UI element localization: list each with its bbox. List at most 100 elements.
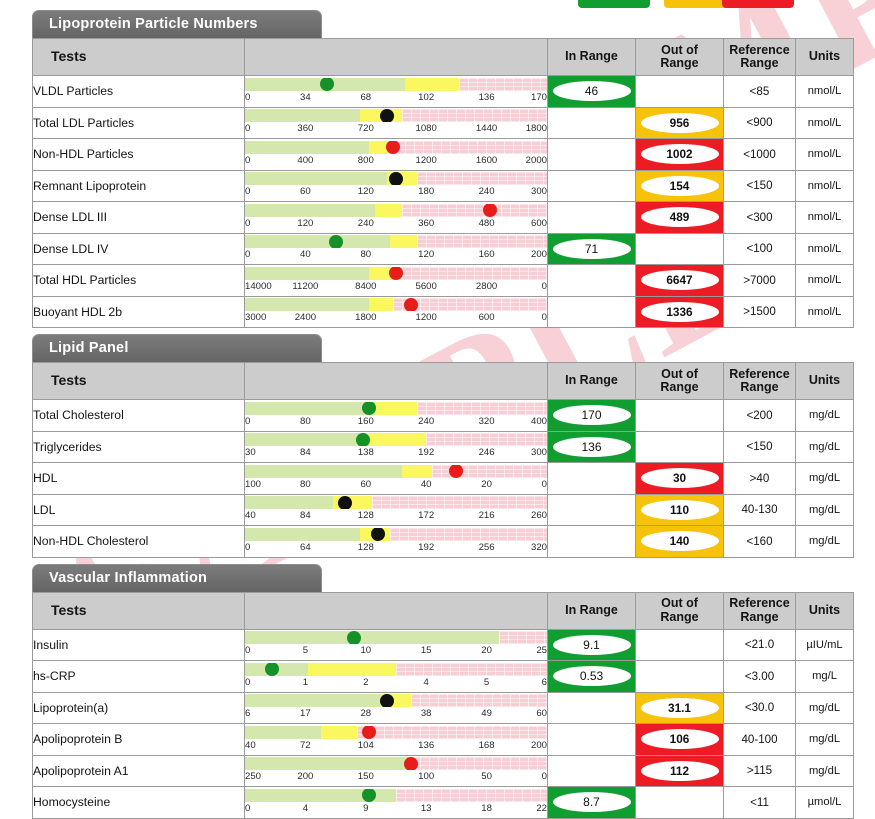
gauge-zone-green xyxy=(245,235,390,249)
gauge-tick-label: 120 xyxy=(357,186,374,198)
gauge-tick-label: 2000 xyxy=(525,154,547,166)
out-of-range-value xyxy=(635,232,724,265)
reference-range: <85 xyxy=(723,75,796,108)
test-name: Triglycerides xyxy=(32,430,245,463)
gauge-marker-dot xyxy=(370,527,385,541)
reference-range: <100 xyxy=(723,232,796,265)
reference-range: <900 xyxy=(723,106,796,139)
column-header-in-range: In Range xyxy=(547,38,636,76)
range-gauge: 0 1 2 4 5 6 xyxy=(244,660,548,693)
units: nmol/L xyxy=(795,201,854,234)
test-name: Lipoprotein(a) xyxy=(32,691,245,724)
gauge-scale: 0 4 9 13 18 22 xyxy=(245,803,547,816)
gauge-bar xyxy=(245,757,547,771)
gauge-tick-label: 60 xyxy=(360,478,372,490)
gauge-scale: 0 64 128 192 256 320 xyxy=(245,542,547,555)
column-header-tests: Tests xyxy=(32,591,245,630)
gauge-tick-label: 28 xyxy=(360,708,372,720)
gauge-scale: 250 200 150 100 50 0 xyxy=(245,771,547,784)
test-name: Apolipoprotein B xyxy=(32,723,245,756)
test-name: Insulin xyxy=(32,628,245,661)
table-row: Non-HDL Cholesterol 0 64 128 192 256 320 140 <16… xyxy=(32,525,854,558)
gauge-tick-label: 0 xyxy=(245,802,251,814)
gauge-marker-dot xyxy=(404,757,419,771)
table-header-row: Tests In Range Out of Range Reference Range Un… xyxy=(32,362,854,400)
gauge-tick-label: 25 xyxy=(536,645,547,657)
gauge-tick-label: 10 xyxy=(360,645,372,657)
gauge-tick-label: 2400 xyxy=(294,312,317,324)
column-header-reference-range: Reference Range xyxy=(723,591,796,630)
value-badge: 46 xyxy=(552,81,631,102)
gauge-tick-label: 4 xyxy=(423,676,429,688)
column-header-tests: Tests xyxy=(32,38,245,76)
value-badge: 1336 xyxy=(640,301,719,322)
gauge-zone-green xyxy=(245,725,321,739)
column-header-in-range: In Range xyxy=(547,591,636,630)
gauge-bar xyxy=(245,725,547,739)
gauge-scale: 40 72 104 136 168 200 xyxy=(245,740,547,753)
value-badge: 71 xyxy=(552,238,631,259)
gauge-tick-label: 320 xyxy=(478,415,495,427)
value-badge: 8.7 xyxy=(552,792,631,813)
gauge-tick-label: 0 xyxy=(245,154,251,166)
gauge-bar xyxy=(245,694,547,708)
gauge-zone-green xyxy=(245,757,412,771)
gauge-zone-green xyxy=(245,464,403,478)
column-header-reference-range: Reference Range xyxy=(723,38,796,76)
range-gauge: 0 400 800 1200 1600 2000 xyxy=(244,138,548,171)
out-of-range-value xyxy=(635,399,724,432)
gauge-zone-red xyxy=(371,496,547,510)
column-header-gauge xyxy=(244,362,548,400)
gauge-tick-label: 100 xyxy=(245,478,262,490)
gauge-tick-label: 120 xyxy=(297,217,314,229)
gauge-tick-label: 18 xyxy=(481,802,492,814)
gauge-bar xyxy=(245,172,547,186)
gauge-bar xyxy=(245,527,547,541)
value-badge: 956 xyxy=(640,112,719,133)
gauge-tick-label: 200 xyxy=(297,771,314,783)
units: mg/L xyxy=(795,660,854,693)
gauge-zone-green xyxy=(245,433,366,447)
out-of-range-value: 31.1 xyxy=(635,691,724,724)
column-header-in-range: In Range xyxy=(547,362,636,400)
gauge-tick-label: 102 xyxy=(418,91,435,103)
gauge-tick-label: 13 xyxy=(420,802,432,814)
gauge-tick-label: 68 xyxy=(360,91,372,103)
units: mg/dL xyxy=(795,399,854,432)
gauge-tick-label: 400 xyxy=(530,415,547,427)
gauge-scale: 6 17 28 38 49 60 xyxy=(245,708,547,721)
in-range-value: 136 xyxy=(547,430,636,463)
table-row: LDL 40 84 128 172 216 260 110 40-130 mg/dL xyxy=(32,493,854,526)
out-of-range-value: 956 xyxy=(635,106,724,139)
gauge-scale: 0 360 720 1080 1440 1800 xyxy=(245,123,547,136)
units: mg/dL xyxy=(795,723,854,756)
column-header-gauge xyxy=(244,591,548,630)
gauge-zone-red xyxy=(459,77,547,91)
range-gauge: 0 80 160 240 320 400 xyxy=(244,399,548,432)
gauge-zone-red xyxy=(411,757,547,771)
gauge-scale: 0 40 80 120 160 200 xyxy=(245,249,547,262)
table-row: Total LDL Particles 0 360 720 1080 1440 1800 95… xyxy=(32,106,854,139)
gauge-marker-dot xyxy=(389,266,403,280)
gauge-tick-label: 136 xyxy=(478,91,495,103)
range-gauge: 0 60 120 180 240 300 xyxy=(244,169,548,202)
column-header-units: Units xyxy=(795,38,854,76)
gauge-tick-label: 0 xyxy=(245,645,251,657)
gauge-tick-label: 30 xyxy=(245,447,256,459)
gauge-tick-label: 5600 xyxy=(415,280,437,292)
gauge-zone-red xyxy=(417,235,547,249)
gauge-zone-green xyxy=(245,527,360,541)
in-range-value xyxy=(547,169,636,202)
gauge-tick-label: 160 xyxy=(478,249,495,261)
gauge-tick-label: 6 xyxy=(245,708,251,720)
gauge-scale: 40 84 128 172 216 260 xyxy=(245,510,547,523)
gauge-tick-label: 0 xyxy=(245,415,251,427)
table-row: Total Cholesterol 0 80 160 240 320 400 170 <200 m… xyxy=(32,399,854,432)
gauge-tick-label: 160 xyxy=(357,415,374,427)
column-header-gauge xyxy=(244,38,548,76)
reference-range: <21.0 xyxy=(723,628,796,661)
gauge-tick-label: 1600 xyxy=(475,154,498,166)
gauge-tick-label: 50 xyxy=(481,771,492,783)
gauge-tick-label: 11200 xyxy=(292,280,319,292)
